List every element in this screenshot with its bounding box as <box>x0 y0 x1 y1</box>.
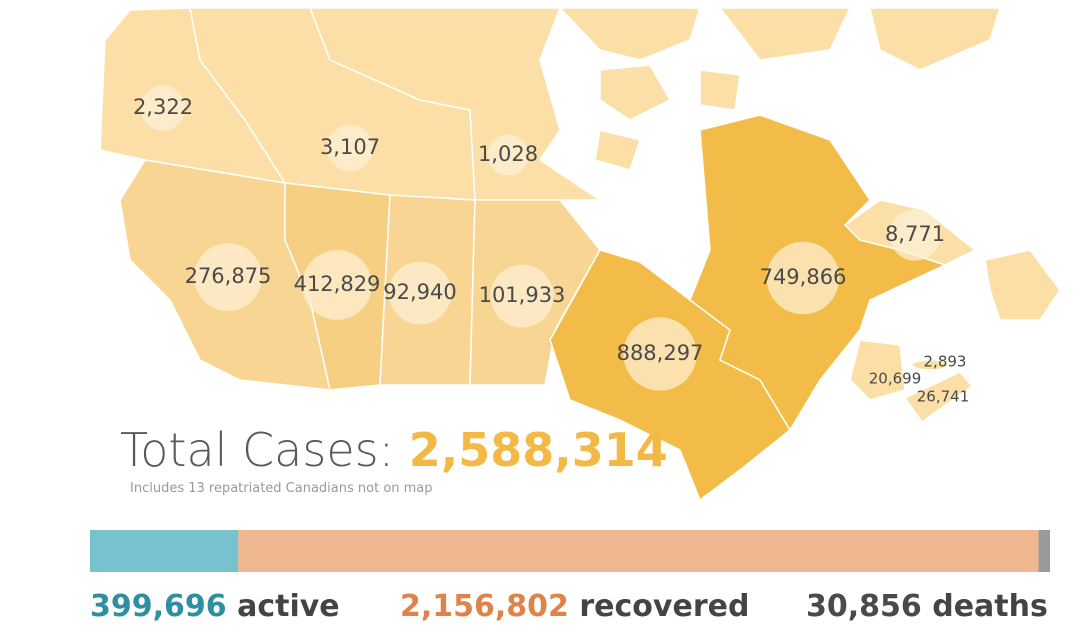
case-circle <box>623 317 697 391</box>
breakdown-item: 399,696 active <box>90 589 340 624</box>
breakdown-item: 2,156,802 recovered <box>400 589 749 624</box>
case-circle <box>140 85 186 131</box>
bar-segment <box>1038 530 1050 572</box>
breakdown-label: deaths <box>932 589 1048 624</box>
bar-segment <box>90 530 239 572</box>
region-label: 2,893 <box>924 353 967 371</box>
bar-segment <box>238 530 1039 572</box>
case-circle <box>889 209 941 261</box>
breakdown-legend: 399,696 active 2,156,802 recovered 30,856 … <box>90 589 1048 624</box>
breakdown-count: 399,696 <box>90 589 227 624</box>
case-circle <box>388 261 452 325</box>
region-label: 2,322 <box>133 95 193 119</box>
case-circle <box>302 250 372 320</box>
total-count: 2,588,314 <box>409 423 668 477</box>
case-circle <box>490 264 554 328</box>
breakdown-item: 30,856 deaths <box>806 589 1048 624</box>
region-label: 26,741 <box>917 388 970 406</box>
case-circle <box>766 241 840 315</box>
region-label: 92,940 <box>383 280 456 304</box>
breakdown-label: active <box>237 589 340 624</box>
region-label: 20,699 <box>869 370 922 388</box>
total-title: Total Cases: <box>120 423 394 477</box>
case-circle <box>194 243 262 311</box>
case-circle <box>487 134 529 176</box>
breakdown-count: 2,156,802 <box>400 589 569 624</box>
region-label: 101,933 <box>479 283 566 307</box>
newfoundland <box>984 249 1061 321</box>
region-label: 3,107 <box>320 135 380 159</box>
arctic-islands <box>558 7 1002 171</box>
map-labels: 2,322 3,107 1,028 276,875 412,829 92,940 101,9… <box>133 85 970 406</box>
breakdown-label: recovered <box>579 589 749 624</box>
region-label: 1,028 <box>478 142 538 166</box>
new-brunswick <box>849 339 906 401</box>
region-label: 888,297 <box>617 341 704 365</box>
total-note: Includes 13 repatriated Canadians not on… <box>130 481 433 496</box>
region-label: 749,866 <box>760 265 847 289</box>
case-circle <box>326 124 374 172</box>
breakdown-count: 30,856 <box>806 589 922 624</box>
nova-scotia <box>903 371 974 424</box>
total-cases: Total Cases: 2,588,314 <box>120 423 668 477</box>
region-label: 412,829 <box>294 272 381 296</box>
prince-edward-island <box>911 359 949 371</box>
region-label: 8,771 <box>885 222 945 246</box>
region-label: 276,875 <box>185 264 272 288</box>
breakdown-bar <box>90 530 1050 572</box>
